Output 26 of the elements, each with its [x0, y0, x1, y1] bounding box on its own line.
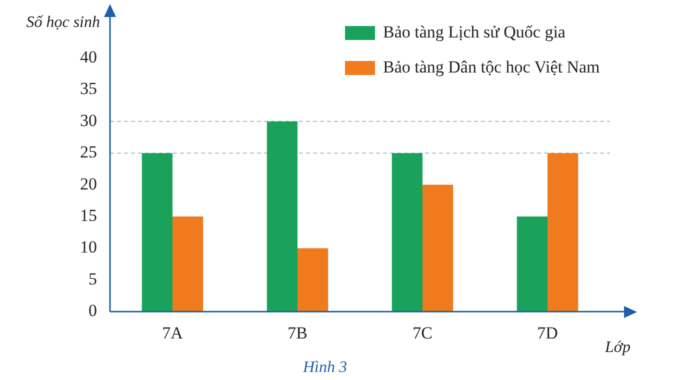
legend-label: Bảo tàng Dân tộc học Việt Nam: [383, 57, 600, 76]
x-tick-label: 7A: [162, 323, 184, 342]
y-tick-label: 15: [80, 206, 97, 225]
y-tick-label: 40: [80, 47, 97, 66]
bar: [298, 248, 328, 312]
bar: [516, 216, 548, 312]
text: Hình 3: [302, 359, 347, 376]
y-tick-label: 5: [88, 269, 97, 288]
x-tick-label: 7C: [412, 323, 432, 342]
y-axis-title: Số học sinh: [26, 14, 100, 31]
bar: [392, 153, 422, 312]
y-tick-label: 0: [88, 301, 97, 320]
y-tick-label: 10: [80, 238, 97, 257]
x-tick-label: 7D: [537, 323, 558, 342]
x-tick-label: 7B: [288, 323, 308, 342]
x-axis-title: Lớp: [604, 339, 630, 356]
y-tick-label: 20: [80, 174, 97, 194]
bar: [422, 184, 454, 312]
bar: [172, 216, 204, 312]
bar: [142, 153, 172, 312]
y-tick-label: 35: [80, 79, 97, 98]
y-tick-label: 25: [80, 142, 97, 162]
y-tick-label: 30: [80, 110, 97, 130]
bar: [548, 153, 578, 312]
bar: [266, 121, 298, 312]
legend-label: Bảo tàng Lịch sử Quốc gia: [383, 22, 566, 42]
